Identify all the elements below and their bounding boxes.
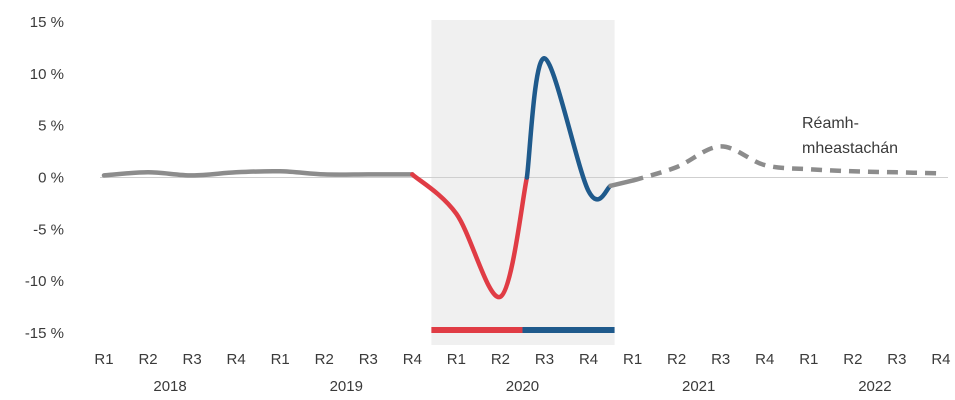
y-tick-label: -15 % [25, 325, 64, 342]
x-axis-year-labels: 2018 2019 2020 2021 2022 [153, 378, 891, 395]
period-bar-segment [431, 327, 523, 333]
series-line-1 [101, 168, 415, 178]
y-tick-label: 10 % [30, 66, 64, 83]
y-tick-label: 15 % [30, 14, 64, 31]
y-tick-label: 0 % [38, 170, 64, 187]
y-tick-label: 5 % [38, 118, 64, 135]
x-tick-label: R2 [138, 351, 157, 368]
year-label: 2020 [506, 378, 539, 395]
x-tick-label: R1 [623, 351, 642, 368]
forecast-annotation-line-2: mheastachán [802, 140, 898, 157]
series-line-3 [524, 56, 613, 202]
x-tick-label: R2 [315, 351, 334, 368]
y-axis-ticks: 15 % 10 % 5 % 0 % -5 % -10 % -15 % [25, 14, 64, 342]
period-bar-segment [522, 327, 615, 333]
x-tick-label: R3 [887, 351, 906, 368]
x-tick-label: R1 [94, 351, 113, 368]
x-tick-label: R3 [535, 351, 554, 368]
x-tick-label: R4 [755, 351, 774, 368]
forecast-annotation-line-1: Réamh- [802, 115, 859, 132]
x-tick-label: R1 [271, 351, 290, 368]
series-line-5 [631, 144, 941, 183]
x-tick-label: R3 [183, 351, 202, 368]
series-line-4 [608, 178, 635, 189]
x-axis-quarter-labels: R1 R2 R3 R4 R1 R2 R3 R4 R1 R2 R3 R4 R1 R2 R3 R4 R1 R2 R3 R4 [94, 351, 950, 368]
year-label: 2021 [682, 378, 715, 395]
period-bar [431, 327, 615, 333]
x-tick-label: R2 [667, 351, 686, 368]
y-tick-label: -10 % [25, 273, 64, 290]
x-tick-label: R4 [931, 351, 950, 368]
x-tick-label: R3 [359, 351, 378, 368]
series-line-2 [410, 172, 530, 299]
x-tick-label: R3 [711, 351, 730, 368]
year-label: 2018 [153, 378, 186, 395]
y-tick-label: -5 % [33, 221, 64, 238]
x-tick-label: R4 [227, 351, 246, 368]
x-tick-label: R4 [403, 351, 422, 368]
series-lines [101, 56, 941, 299]
x-tick-label: R4 [579, 351, 598, 368]
year-label: 2019 [330, 378, 363, 395]
x-tick-label: R1 [447, 351, 466, 368]
x-tick-label: R2 [843, 351, 862, 368]
x-tick-label: R1 [799, 351, 818, 368]
year-label: 2022 [858, 378, 891, 395]
x-tick-label: R2 [491, 351, 510, 368]
